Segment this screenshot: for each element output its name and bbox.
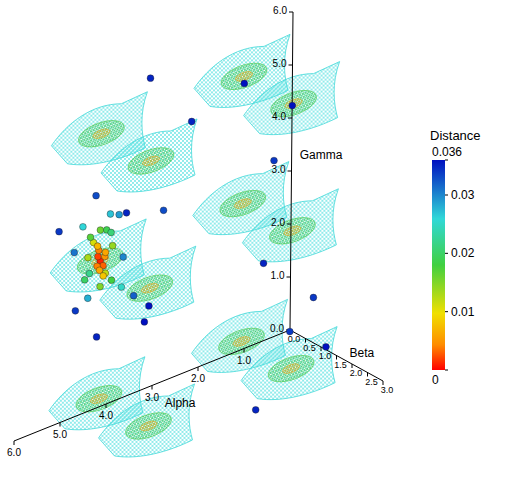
- svg-text:0.03: 0.03: [451, 188, 475, 202]
- svg-text:2.5: 2.5: [365, 377, 378, 387]
- svg-text:6.0: 6.0: [7, 447, 21, 458]
- svg-text:4.0: 4.0: [272, 111, 286, 122]
- svg-text:Beta: Beta: [350, 346, 375, 360]
- svg-text:1.0: 1.0: [237, 355, 251, 366]
- svg-text:3.0: 3.0: [145, 392, 159, 403]
- svg-text:0.5: 0.5: [303, 343, 316, 353]
- svg-text:1.0: 1.0: [319, 351, 332, 361]
- svg-text:2.0: 2.0: [191, 373, 205, 384]
- svg-text:2.0: 2.0: [350, 368, 363, 378]
- svg-text:Gamma: Gamma: [300, 148, 343, 162]
- svg-text:1.0: 1.0: [271, 270, 285, 281]
- svg-text:5.0: 5.0: [53, 429, 67, 440]
- svg-text:3.0: 3.0: [272, 164, 286, 175]
- svg-text:2.0: 2.0: [271, 217, 285, 228]
- svg-text:5.0: 5.0: [273, 58, 287, 69]
- svg-text:0: 0: [432, 373, 439, 387]
- svg-text:0.0: 0.0: [288, 334, 301, 344]
- svg-text:0.02: 0.02: [451, 246, 475, 260]
- svg-text:6.0: 6.0: [273, 5, 287, 16]
- svg-text:Distance: Distance: [430, 128, 481, 143]
- svg-text:3.0: 3.0: [381, 385, 394, 395]
- svg-text:0.0: 0.0: [270, 323, 284, 334]
- svg-text:0.036: 0.036: [432, 145, 462, 159]
- svg-text:1.5: 1.5: [334, 360, 347, 370]
- svg-text:Alpha: Alpha: [165, 396, 196, 410]
- svg-text:4.0: 4.0: [99, 410, 113, 421]
- svg-text:0.01: 0.01: [451, 305, 475, 319]
